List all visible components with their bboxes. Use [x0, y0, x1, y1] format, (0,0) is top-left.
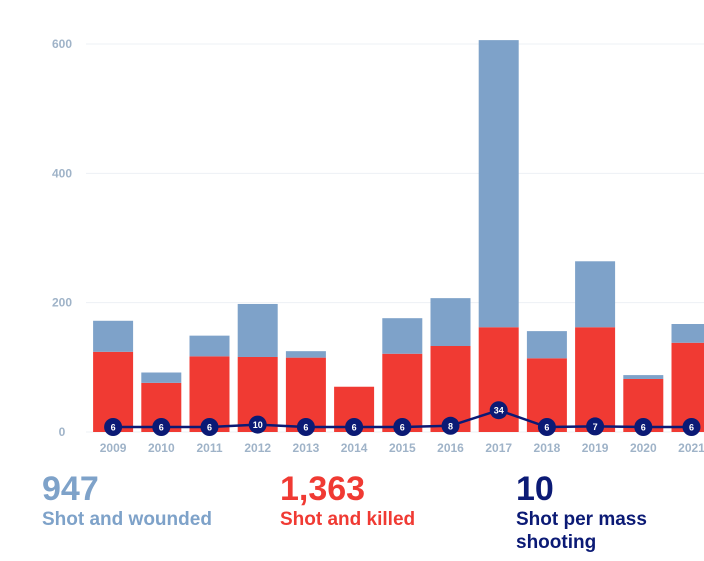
per-shooting-point-label: 6: [544, 423, 549, 433]
bar-shot-and-killed: [575, 327, 616, 432]
y-tick-label: 200: [52, 296, 72, 310]
bars: [93, 40, 704, 432]
bar-shot-and-wounded: [285, 351, 326, 358]
per-shooting-point-label: 6: [641, 423, 646, 433]
x-tick-label: 2016: [437, 441, 464, 455]
stat-shot-per-mass-shooting: 10 Shot per mass shooting: [516, 470, 696, 554]
bar-shot-and-wounded: [430, 298, 471, 346]
per-shooting-point: [441, 416, 460, 435]
per-shooting-point: [345, 418, 364, 436]
per-shooting-point-label: 7: [593, 422, 598, 432]
stat-shot-and-wounded: 947 Shot and wounded: [42, 470, 212, 531]
bar-shot-and-wounded: [141, 372, 182, 383]
y-axis-ticks: 600 400 200 0: [52, 37, 72, 439]
x-tick-label: 2021: [678, 441, 704, 455]
bar-shot-and-killed: [671, 342, 704, 432]
per-shooting-point: [682, 418, 701, 436]
per-shooting-point: [248, 415, 267, 434]
y-tick-label: 400: [52, 166, 72, 180]
x-tick-label: 2012: [244, 441, 271, 455]
x-tick-label: 2020: [630, 441, 657, 455]
per-shooting-point: [393, 418, 412, 436]
stat-killed-label: Shot and killed: [280, 509, 416, 530]
bar-shot-and-wounded: [237, 303, 278, 357]
x-tick-label: 2018: [534, 441, 561, 455]
per-shooting-point: [152, 418, 171, 436]
bar-shot-and-wounded: [575, 261, 616, 328]
stat-per-label: Shot per mass shooting: [516, 509, 647, 553]
bar-shot-and-wounded: [93, 320, 134, 352]
bar-shot-and-wounded: [382, 318, 423, 354]
per-shooting-point: [489, 401, 508, 420]
per-shooting-point: [537, 418, 556, 436]
y-tick-label: 0: [59, 425, 66, 439]
per-shooting-point: [586, 417, 605, 436]
per-shooting-point-label: 10: [253, 420, 263, 430]
x-tick-label: 2014: [341, 441, 368, 455]
stat-wounded-value: 947: [42, 470, 99, 508]
per-shooting-point-label: 34: [494, 406, 504, 416]
per-shooting-point: [200, 418, 219, 436]
per-shooting-point-label: 6: [111, 423, 116, 433]
x-axis-ticks: 2009 2010 2011 2012 2013 2014 2015 2016 2017 2018…: [100, 441, 704, 455]
x-tick-label: 2011: [196, 441, 222, 455]
bar-shot-and-wounded: [623, 375, 664, 379]
x-tick-label: 2017: [485, 441, 512, 455]
per-shooting-point: [104, 418, 123, 436]
stat-shot-and-killed: 1,363 Shot and killed: [280, 470, 415, 531]
stat-killed-value: 1,363: [280, 470, 366, 508]
x-tick-label: 2013: [293, 441, 320, 455]
y-tick-label: 600: [52, 37, 72, 51]
x-tick-label: 2015: [389, 441, 416, 455]
per-shooting-line: 6 6 6 10 6 6 6 8 34 6 7 6 6: [104, 401, 701, 436]
per-shooting-point-label: 6: [352, 423, 357, 433]
bar-shot-and-wounded: [671, 324, 704, 343]
per-shooting-point: [634, 418, 653, 436]
stat-per-value: 10: [516, 470, 554, 508]
bar-shot-and-wounded: [526, 331, 567, 359]
per-shooting-point-label: 6: [159, 423, 164, 433]
x-tick-label: 2009: [100, 441, 127, 455]
per-shooting-point-label: 6: [400, 423, 405, 433]
per-shooting-point: [296, 418, 315, 436]
per-shooting-point-label: 6: [689, 423, 694, 433]
per-shooting-point-label: 8: [448, 421, 453, 431]
per-shooting-point-label: 6: [207, 423, 212, 433]
per-shooting-point-label: 6: [303, 423, 308, 433]
x-tick-label: 2019: [582, 441, 609, 455]
bar-shot-and-wounded: [478, 40, 519, 328]
x-tick-label: 2010: [148, 441, 175, 455]
stat-wounded-label: Shot and wounded: [42, 509, 212, 530]
bar-shot-and-wounded: [189, 335, 230, 357]
